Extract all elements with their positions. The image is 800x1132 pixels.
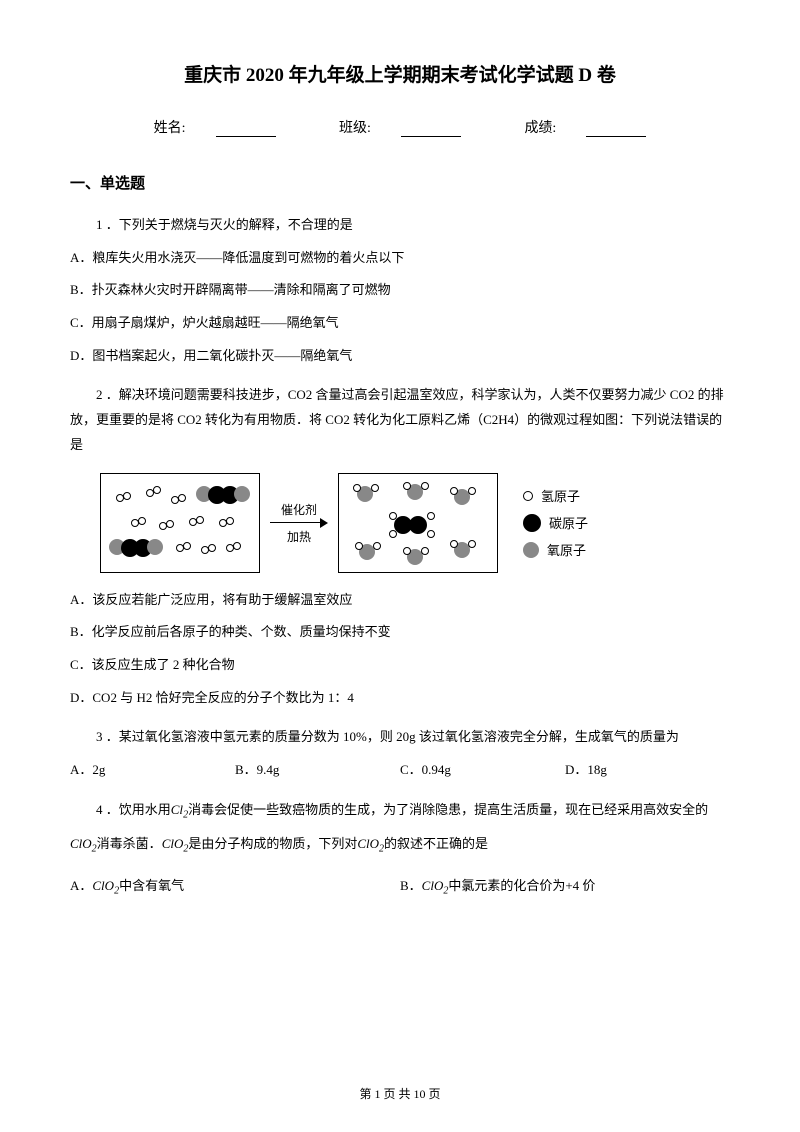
heat-label: 加热 [287,528,311,545]
q4-options-row1: A．ClO2中含有氧气 B．ClO2中氯元素的化合价为+4 价 [70,874,730,901]
catalyst-label: 催化剂 [281,501,317,518]
question-4: 4 ．饮用水用Cl2消毒会促使一些致癌物质的生成，为了消除隐患，提高生活质量，现… [70,798,730,901]
q2-option-a: A．该反应若能广泛应用，将有助于缓解温室效应 [70,588,730,613]
oxygen-atom-icon [523,542,539,558]
q4-option-b: B．ClO2中氯元素的化合价为+4 价 [400,874,730,901]
q2-text: 2 ．解决环境问题需要科技进步，CO2 含量过高会引起温室效应，科学家认为，人类… [70,383,730,457]
q1-option-a: A．粮库失火用水浇灭——降低温度到可燃物的着火点以下 [70,246,730,271]
q2-option-d: D．CO2 与 H2 恰好完全反应的分子个数比为 1：4 [70,686,730,711]
class-label: 班级: [324,121,476,136]
products-box [338,473,498,573]
q3-option-b: B．9.4g [235,758,400,783]
q1-text: 1 ．下列关于燃烧与灭火的解释，不合理的是 [70,213,730,238]
section-header-mcq: 一、单选题 [70,172,730,193]
legend-oxygen: 氧原子 [523,540,588,559]
page-footer: 第 1 页 共 10 页 [0,1085,800,1102]
q3-options: A．2g B．9.4g C．0.94g D．18g [70,758,730,783]
q3-text: 3 ．某过氧化氢溶液中氢元素的质量分数为 10%，则 20g 该过氧化氢溶液完全… [70,725,730,750]
q1-option-c: C．用扇子扇煤炉，炉火越扇越旺——隔绝氧气 [70,311,730,336]
question-2: 2 ．解决环境问题需要科技进步，CO2 含量过高会引起温室效应，科学家认为，人类… [70,383,730,710]
student-info-row: 姓名: 班级: 成绩: [70,117,730,137]
atom-legend: 氢原子 碳原子 氧原子 [523,486,588,559]
exam-title: 重庆市 2020 年九年级上学期期末考试化学试题 D 卷 [70,60,730,87]
reaction-arrow: 催化剂 加热 [270,501,328,545]
q2-option-b: B．化学反应前后各原子的种类、个数、质量均保持不变 [70,620,730,645]
q4-text-line2: ClO2消毒杀菌．ClO2是由分子构成的物质，下列对ClO2的叙述不正确的是 [70,832,730,859]
carbon-atom-icon [523,514,541,532]
hydrogen-atom-icon [523,491,533,501]
q3-option-d: D．18g [565,758,730,783]
q2-option-c: C．该反应生成了 2 种化合物 [70,653,730,678]
q4-text: 4 ．饮用水用Cl2消毒会促使一些致癌物质的生成，为了消除隐患，提高生活质量，现… [70,798,730,825]
q3-option-a: A．2g [70,758,235,783]
reactants-box [100,473,260,573]
q3-option-c: C．0.94g [400,758,565,783]
legend-hydrogen: 氢原子 [523,486,588,505]
q1-option-b: B．扑灭森林火灾时开辟隔离带——清除和隔离了可燃物 [70,278,730,303]
q1-option-d: D．图书档案起火，用二氧化碳扑灭——隔绝氧气 [70,344,730,369]
reaction-diagram: 催化剂 加热 [100,473,730,573]
question-1: 1 ．下列关于燃烧与灭火的解释，不合理的是 A．粮库失火用水浇灭——降低温度到可… [70,213,730,368]
name-label: 姓名: [139,121,291,136]
legend-carbon: 碳原子 [523,513,588,532]
score-label: 成绩: [509,121,661,136]
question-3: 3 ．某过氧化氢溶液中氢元素的质量分数为 10%，则 20g 该过氧化氢溶液完全… [70,725,730,782]
q4-option-a: A．ClO2中含有氧气 [70,874,400,901]
